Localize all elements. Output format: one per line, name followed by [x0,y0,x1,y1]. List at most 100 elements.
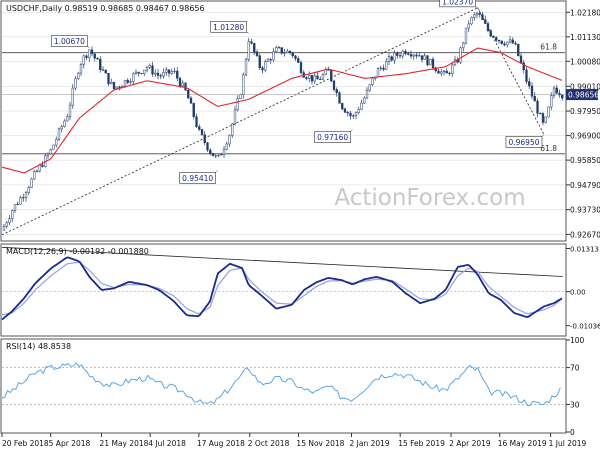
rsi-tick-label: 100 [570,336,585,345]
candle-body [541,113,545,123]
rsi-panel-frame [0,338,567,434]
candle-body [225,143,228,150]
last-price-box [566,89,598,101]
candle-body [233,109,237,125]
candle-body [82,55,85,65]
price-tick-label: 1.00080 [570,57,600,66]
candle-body [525,69,528,82]
macd-header: MACD(12,26,9) -0.00192 -0.001880 [6,247,149,256]
price-tick-label: 0.99010 [570,82,600,91]
candle-body [401,50,404,57]
macd-tick-label: 0.00 [570,289,586,297]
fib-label: 61.8 [540,144,557,153]
candle-body [24,192,28,199]
candle-body [283,52,286,54]
candle-body [407,53,410,55]
candle-body [184,82,187,91]
candle-body [341,103,344,110]
candle-body [156,72,160,76]
candle-body [266,59,270,62]
candle-body [393,52,396,61]
candle-body [371,78,374,85]
candle-body [220,154,223,156]
candle-body [52,144,55,150]
candle-body [222,148,226,155]
price-tick-label: 0.92670 [570,230,600,239]
rsi-tick-label: 70 [570,364,580,373]
candle-body [506,41,509,46]
price-tick-label: 0.97950 [570,107,600,116]
candle-body [500,40,503,45]
candle-body [470,17,473,25]
rsi-header: RSI(14) 48.8538 [6,342,71,351]
moving-average-line [1,47,563,174]
candle-body [313,75,316,82]
date-tick-label: 2 Apr 2019 [449,439,491,448]
price-axis: 0.92670 0.93730 0.94790 0.95850 0.96900 0.979… [2,8,600,239]
extreme-connector [475,6,478,9]
candle-body [467,23,470,29]
macd-tick-label: -0.01036 [570,323,600,331]
candle-body [291,52,294,57]
candle-body [214,155,217,157]
candle-body [561,94,564,99]
candle-body [126,79,129,83]
candle-body [118,86,121,88]
candle-body [420,55,424,60]
extreme-box [210,20,247,33]
candle-body [11,210,14,219]
candle-body [203,134,206,143]
candle-body [55,139,58,146]
date-tick-label: 2 Oct 2018 [248,439,290,448]
rsi-path [1,362,561,407]
candle-body [363,97,366,104]
candle-body [77,72,80,79]
date-tick-label: 16 May 2019 [498,439,547,448]
extreme-box [51,35,88,47]
candle-body [107,72,110,85]
candle-body [440,71,443,74]
candle-body [368,84,371,91]
candle-body [280,47,283,54]
candle-body [27,187,30,193]
candle-body [112,81,116,89]
candle-body [528,81,531,87]
candle-body [484,19,487,24]
candle-body [228,135,231,145]
candle-body [151,65,154,75]
candle-body [338,92,341,104]
candle-body [154,72,157,75]
candle-body [236,98,239,111]
candle-body [385,61,388,70]
candle-body [211,152,215,157]
candle-body [38,164,41,172]
candle-body [517,43,520,57]
candle-body [206,142,209,151]
candle-body [492,35,495,38]
candle-body [22,197,25,199]
candle-body [511,39,514,44]
candle-body [539,113,542,115]
candle-body [316,75,319,80]
candle-body [253,43,256,53]
date-tick-label: 1 Jul 2019 [549,439,587,448]
price-grid [2,12,565,235]
price-tick-label: 0.95850 [570,156,600,165]
candle-body [354,112,358,116]
price-tick-label: 1.01130 [570,33,600,42]
candle-body [261,67,264,71]
candle-body [448,72,451,74]
candle-body [66,116,69,122]
candle-body [19,197,22,205]
candle-body [319,78,322,80]
candle-body [426,55,429,66]
candle-body [379,67,382,69]
watermark: ActionForex.com [334,185,525,211]
candle-body [110,81,113,85]
candle-body [101,69,105,71]
candle-body [459,47,462,63]
candle-body [170,71,173,74]
macd-tick-label: 0.01313 [570,246,599,254]
candle-body [346,112,349,114]
candle-body [558,92,561,96]
